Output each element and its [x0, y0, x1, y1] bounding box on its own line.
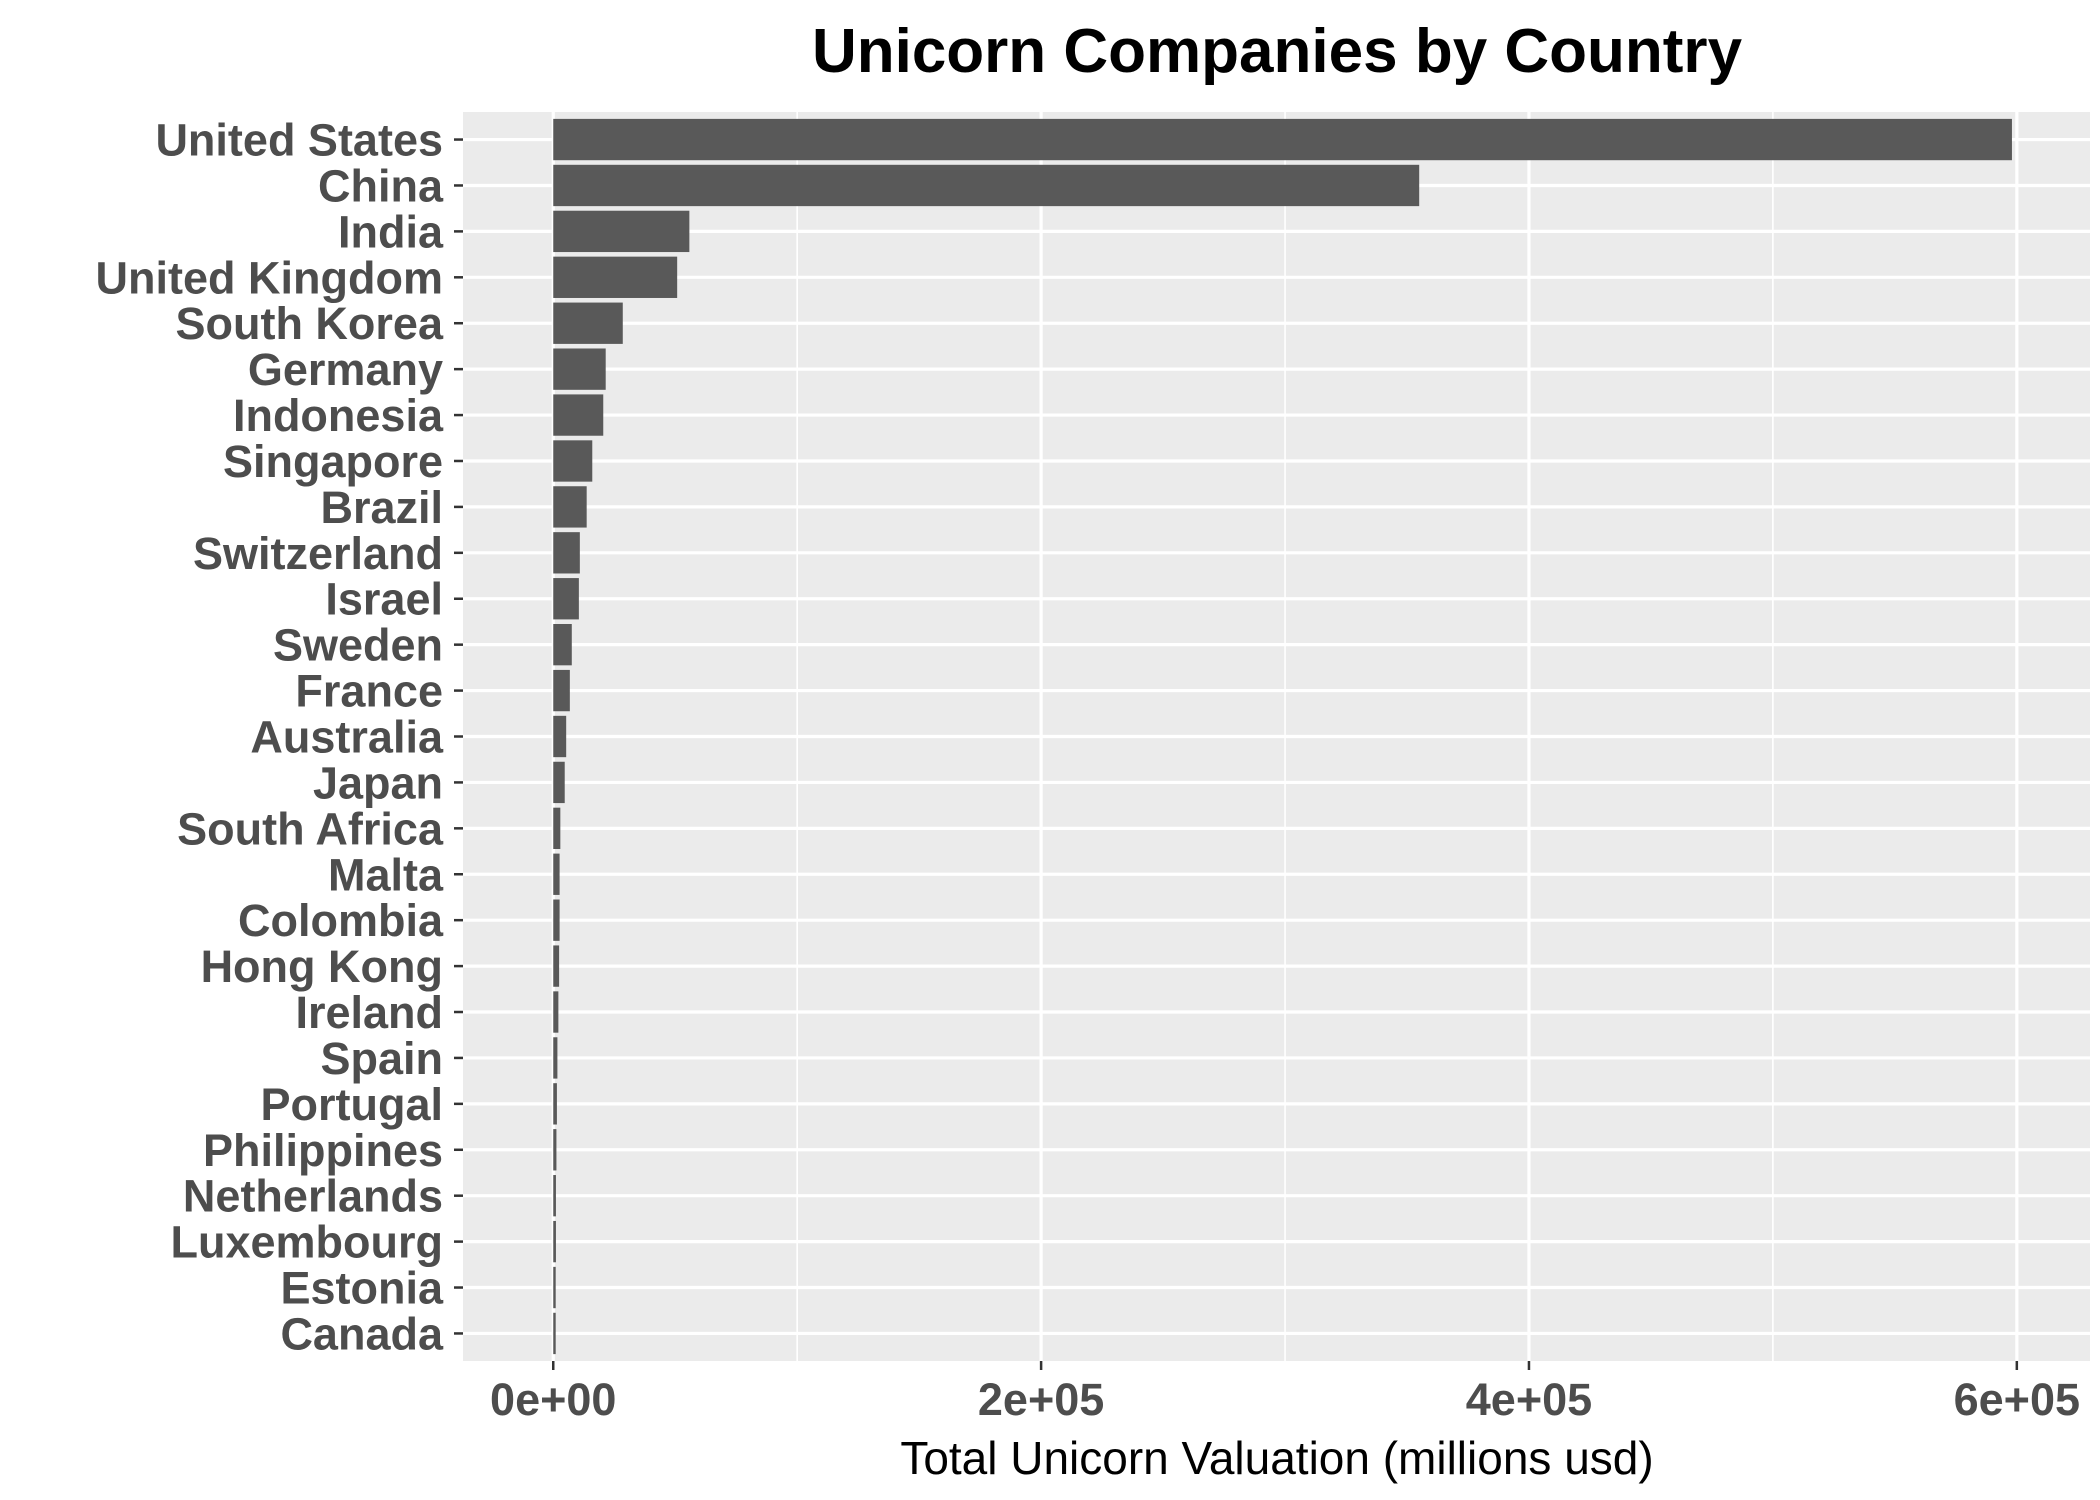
- bar: [553, 623, 572, 666]
- y-tick-label: Ireland: [295, 987, 443, 1038]
- bar: [553, 669, 570, 712]
- bar: [553, 118, 2012, 161]
- y-tick-label: South Korea: [175, 298, 443, 349]
- y-tick-label: Estonia: [280, 1263, 444, 1314]
- bar: [553, 899, 560, 941]
- bar: [553, 532, 580, 574]
- bar: [553, 853, 560, 895]
- bar: [553, 715, 567, 758]
- y-tick-label: Colombia: [238, 895, 444, 946]
- x-axis-label: Total Unicorn Valuation (millions usd): [900, 1432, 1653, 1484]
- y-tick-label: United Kingdom: [96, 252, 443, 303]
- y-tick-label: Hong Kong: [201, 941, 443, 992]
- y-tick-label: Japan: [313, 757, 443, 808]
- x-tick-label: 6e+05: [1954, 1374, 2080, 1425]
- bar: [553, 578, 579, 620]
- y-tick-label: Spain: [320, 1033, 443, 1084]
- x-tick-label: 0e+00: [490, 1374, 616, 1425]
- y-tick-label: France: [295, 666, 443, 717]
- bar: [553, 486, 587, 528]
- y-tick-label: Brazil: [320, 482, 443, 533]
- bar: [553, 1266, 556, 1309]
- y-tick-label: Switzerland: [193, 528, 443, 579]
- y-tick-label: Philippines: [203, 1125, 443, 1176]
- chart-title: Unicorn Companies by Country: [812, 17, 1743, 86]
- bars: [553, 118, 2012, 1355]
- y-tick-label: Malta: [328, 849, 444, 900]
- y-tick-label: Sweden: [273, 620, 443, 671]
- bar: [553, 761, 565, 804]
- bar: [553, 256, 678, 298]
- bar: [553, 440, 593, 482]
- bar: [553, 1037, 558, 1079]
- bar: [553, 1083, 557, 1125]
- y-tick-label: Netherlands: [183, 1171, 443, 1222]
- bar: [553, 1175, 556, 1217]
- y-tick-label: India: [338, 206, 444, 257]
- y-tick-label: South Africa: [177, 803, 444, 854]
- x-tick-label: 2e+05: [978, 1374, 1104, 1425]
- bar: [553, 991, 559, 1033]
- y-tick-label: China: [318, 160, 444, 211]
- y-tick-label: Germany: [248, 344, 443, 395]
- x-axis: 0e+00 2e+05 4e+05 6e+05: [490, 1361, 2080, 1425]
- bar: [553, 302, 623, 344]
- bar: [553, 1220, 556, 1263]
- y-tick-label: Indonesia: [233, 390, 444, 441]
- bar: [553, 1312, 556, 1355]
- bar: [553, 945, 560, 987]
- bar: [553, 394, 604, 436]
- y-tick-label: Portugal: [260, 1079, 443, 1130]
- y-tick-label: United States: [155, 115, 443, 166]
- bar: [553, 164, 1420, 207]
- y-tick-label: Canada: [280, 1308, 444, 1359]
- y-tick-label: Australia: [250, 712, 444, 763]
- y-tick-label: Luxembourg: [170, 1217, 443, 1268]
- bar: [553, 348, 606, 390]
- y-tick-label: Singapore: [223, 436, 443, 487]
- bar: [553, 210, 690, 253]
- x-tick-label: 4e+05: [1466, 1374, 1592, 1425]
- bar: [553, 1129, 557, 1171]
- bar: [553, 807, 561, 850]
- y-tick-label: Israel: [325, 574, 443, 625]
